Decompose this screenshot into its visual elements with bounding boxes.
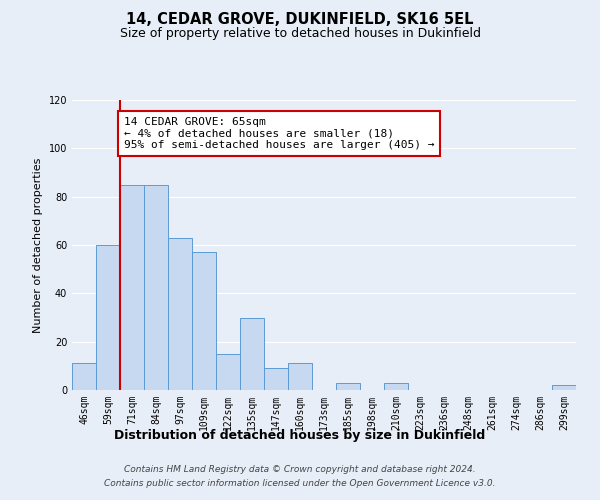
Bar (168, 238, 192, 390)
Bar (264, 368, 288, 390)
Bar (216, 354, 240, 390)
Bar (144, 184, 168, 390)
Text: Contains HM Land Registry data © Crown copyright and database right 2024.
Contai: Contains HM Land Registry data © Crown c… (104, 466, 496, 487)
Text: 14, CEDAR GROVE, DUKINFIELD, SK16 5EL: 14, CEDAR GROVE, DUKINFIELD, SK16 5EL (126, 12, 474, 28)
Bar (552, 385, 576, 390)
Bar (288, 364, 312, 390)
Text: 14 CEDAR GROVE: 65sqm
← 4% of detached houses are smaller (18)
95% of semi-detac: 14 CEDAR GROVE: 65sqm ← 4% of detached h… (124, 117, 434, 150)
Text: Distribution of detached houses by size in Dukinfield: Distribution of detached houses by size … (115, 428, 485, 442)
Y-axis label: Number of detached properties: Number of detached properties (33, 158, 43, 332)
Bar (72, 364, 96, 390)
Bar (336, 383, 360, 390)
Bar (384, 383, 408, 390)
Bar (96, 245, 120, 390)
Bar (120, 184, 144, 390)
Text: Size of property relative to detached houses in Dukinfield: Size of property relative to detached ho… (119, 28, 481, 40)
Bar (192, 252, 216, 390)
Bar (240, 318, 264, 390)
